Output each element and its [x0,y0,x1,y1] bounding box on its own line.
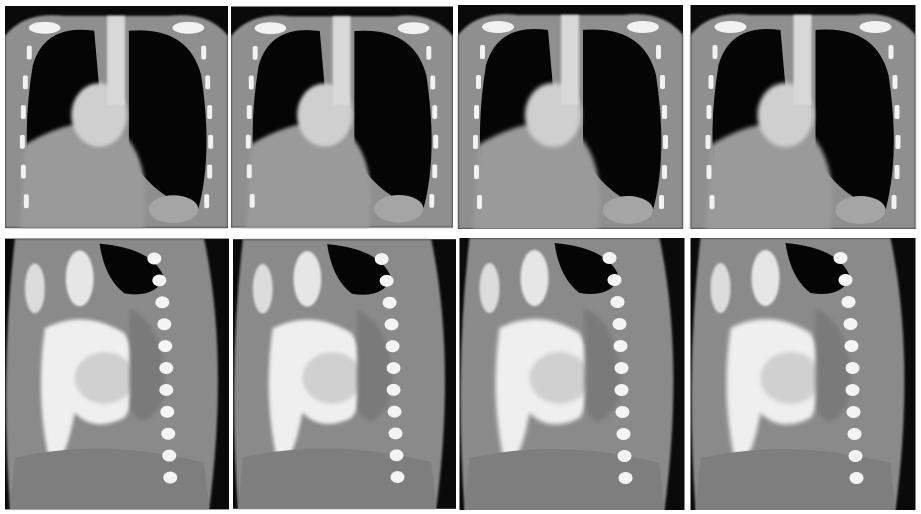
ct-coronal-1 [5,6,228,228]
ct-coronal-4 [691,5,916,229]
ct-sagittal-4 [691,238,916,510]
ct-sagittal-1 [5,239,229,510]
ct-sagittal-2 [233,239,456,509]
ct-coronal-2 [231,6,453,227]
ct-sagittal-3 [460,238,685,510]
ct-coronal-3 [458,5,683,229]
